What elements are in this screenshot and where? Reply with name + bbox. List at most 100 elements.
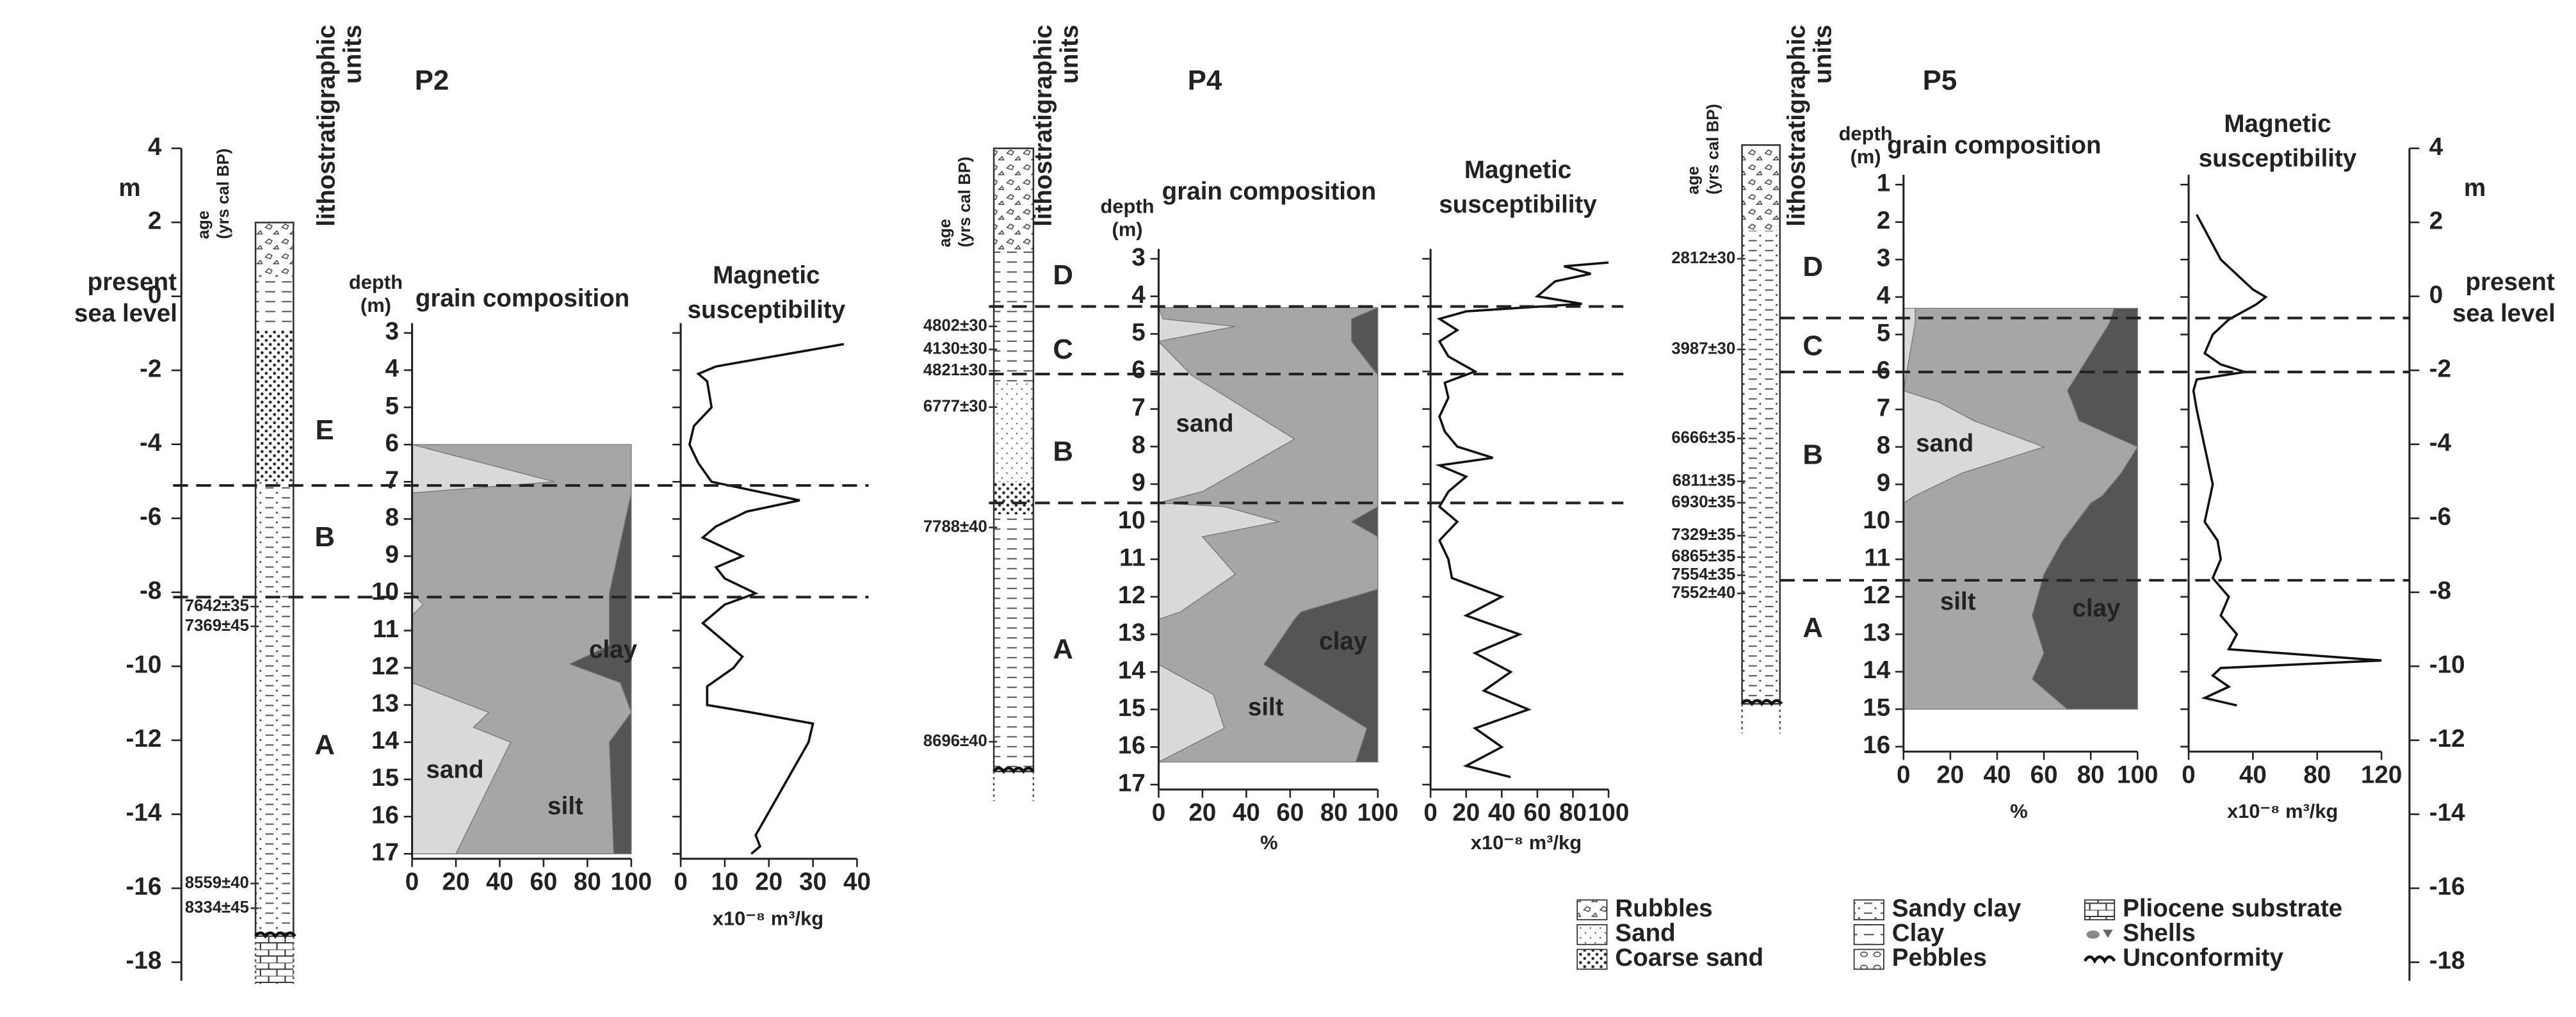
x-tick-label: 60	[1276, 799, 1304, 827]
x-tick-label: 10	[711, 868, 738, 896]
unconformity	[254, 931, 296, 939]
depth-tick-label: 12	[1863, 582, 1890, 609]
age-value: 8559±40	[185, 874, 249, 891]
depth-tick-label: 10	[371, 578, 399, 606]
depth-tick-label: 14	[371, 727, 399, 754]
depth-tick-label: 6	[1877, 357, 1890, 384]
legend-label: Pebbles	[1892, 944, 1987, 972]
age-value: 7329±35	[1671, 526, 1735, 544]
depth-tick-label: 4	[385, 355, 399, 382]
legend-label: Pliocene substrate	[2123, 895, 2342, 922]
sea-level-label: present	[88, 268, 177, 296]
elevation-tick-label: -4	[140, 429, 162, 457]
legend-label: Rubbles	[1615, 895, 1712, 922]
chart-title: Magnetic	[1464, 156, 1571, 184]
depth-tick-label: 14	[1863, 656, 1890, 684]
x-tick-label: 20	[1188, 799, 1216, 827]
elevation-tick-label: 4	[2429, 133, 2443, 161]
legend-swatch	[1853, 923, 1884, 945]
elevation-tick-label: 2	[2429, 207, 2443, 234]
legend-swatch	[1576, 948, 1608, 970]
elevation-tick-label: -2	[140, 355, 161, 382]
x-tick-label: 100	[611, 868, 652, 896]
depth-tick-label: 11	[373, 615, 399, 643]
unconformity	[992, 767, 1035, 774]
x-tick-label: 80	[1320, 799, 1348, 827]
age-value: 7642±35	[185, 597, 249, 615]
depth-tick-label: 16	[1118, 732, 1146, 760]
grain-area	[569, 444, 632, 854]
chart-title: grain composition	[1162, 177, 1377, 205]
legend-label: Coarse sand	[1615, 944, 1763, 972]
age-value: 6865±35	[1671, 548, 1735, 565]
depth-tick-label: 4	[1131, 281, 1146, 309]
depth-tick-label: 10	[1118, 507, 1146, 534]
lithology-segment	[1742, 231, 1780, 704]
lithology-segment	[255, 481, 294, 936]
series-label: silt	[1940, 588, 1976, 615]
age-value: 7369±45	[185, 617, 249, 635]
depth-tick-label: 15	[371, 764, 399, 792]
elevation-tick-label: -18	[2429, 947, 2465, 975]
depth-tick-label: 6	[1131, 356, 1145, 384]
x-tick-label: 80	[574, 868, 601, 896]
x-tick-label: 40	[1984, 761, 2011, 788]
depth-tick-label: 2	[1877, 207, 1890, 234]
x-axis-label: %	[2010, 800, 2027, 822]
age-value: 4130±30	[923, 339, 987, 357]
legend-swatch	[2086, 930, 2100, 939]
series-label: sand	[1176, 410, 1233, 437]
age-value: 6666±35	[1671, 428, 1735, 446]
depth-tick-label: 6	[385, 429, 398, 457]
depth-tick-label: 7	[385, 466, 398, 494]
age-value: 4802±30	[923, 316, 987, 334]
x-tick-label: 30	[799, 868, 827, 896]
grain-area	[2032, 307, 2139, 710]
age-label: age	[195, 211, 213, 239]
x-axis-label: x10⁻⁸ m³/kg	[1471, 831, 1582, 854]
x-tick-label: 40	[843, 868, 871, 896]
series-label: clay	[2072, 594, 2121, 622]
age-value: 7788±40	[923, 517, 987, 535]
chart-title: susceptibility	[1439, 191, 1597, 218]
unit-label: E	[316, 414, 334, 446]
depth-tick-label: 13	[1118, 619, 1146, 647]
elevation-tick-label: -18	[126, 947, 162, 975]
x-tick-label: 40	[1488, 799, 1516, 827]
series-label: clay	[1319, 628, 1368, 655]
age-value: 7554±35	[1671, 565, 1735, 583]
unit-label: B	[1053, 435, 1073, 467]
series-label: silt	[547, 792, 583, 820]
site-title: P5	[1923, 65, 1957, 96]
depth-tick-label: 5	[1877, 320, 1890, 347]
elevation-tick-label: -4	[2429, 429, 2452, 457]
unit-label: A	[1802, 612, 1823, 644]
depth-tick-label: 4	[1877, 282, 1891, 309]
depth-tick-label: 15	[1863, 694, 1890, 722]
unconformity	[1740, 699, 1783, 706]
lithology-segment	[1742, 145, 1780, 231]
legend-swatch	[1853, 948, 1884, 970]
unit-label: D	[1802, 251, 1823, 282]
depth-tick-label: 11	[1864, 544, 1890, 572]
depth-tick-label: 15	[1118, 694, 1146, 722]
unit-label: C	[1053, 334, 1073, 365]
lithology-segment	[255, 277, 294, 330]
x-tick-label: 0	[405, 868, 419, 896]
elevation-tick-label: -16	[2429, 873, 2465, 900]
depth-tick-label: 9	[1131, 469, 1145, 496]
elevation-tick-label: -10	[2429, 651, 2465, 679]
elevation-tick-label: -2	[2429, 355, 2451, 382]
x-tick-label: 0	[2182, 761, 2195, 788]
depth-tick-label: 17	[371, 838, 399, 866]
chart-title: susceptibility	[688, 297, 846, 324]
chart-title: Magnetic	[2224, 110, 2331, 138]
legend-swatch	[1576, 923, 1608, 945]
series-label: clay	[589, 636, 638, 663]
site-title: P2	[415, 65, 450, 96]
susceptibility-line	[688, 343, 845, 855]
legend-swatch	[1576, 899, 1608, 921]
lithology-segment	[994, 514, 1033, 772]
depth-tick-label: 5	[1131, 319, 1145, 346]
